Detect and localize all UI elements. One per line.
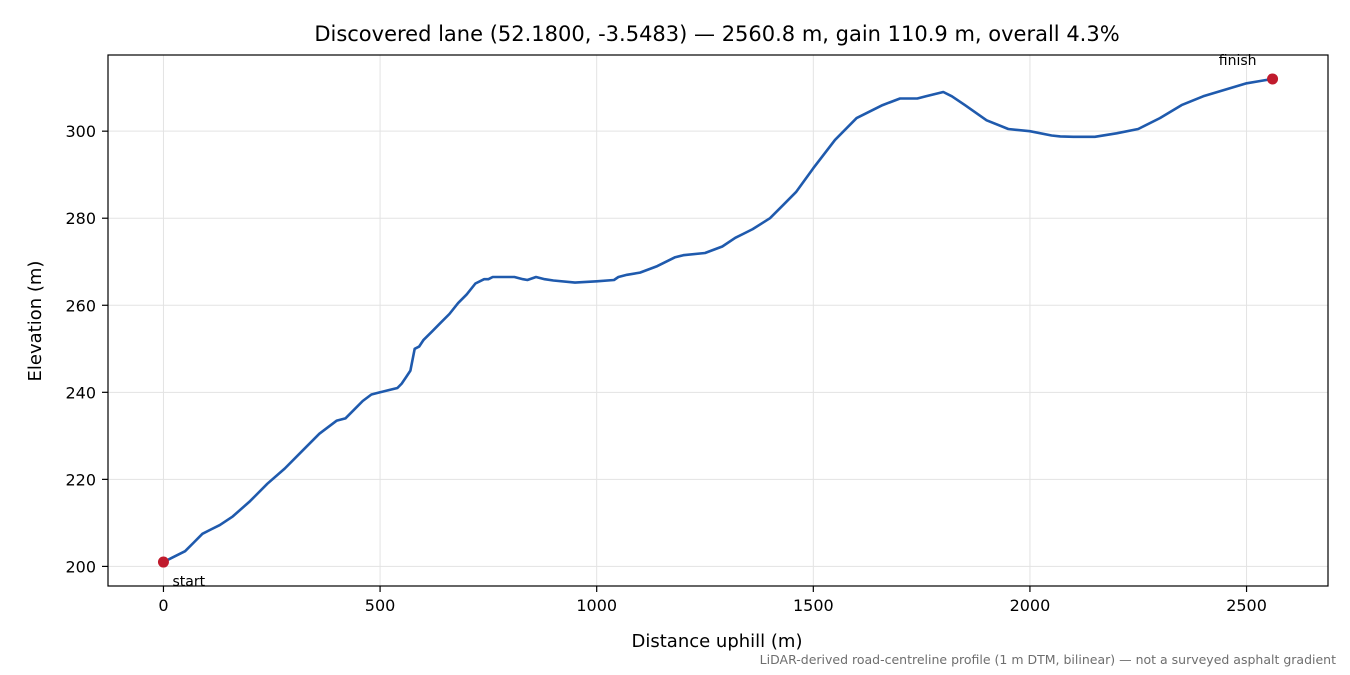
x-tick-label: 500 <box>365 596 396 615</box>
x-tick-label: 2000 <box>1010 596 1051 615</box>
start-marker <box>157 556 169 568</box>
start-label: start <box>172 574 205 590</box>
elevation-line <box>162 77 1274 564</box>
y-tick-label: 280 <box>65 209 96 228</box>
y-tick-label: 300 <box>65 122 96 141</box>
x-tick-label: 0 <box>158 596 168 615</box>
y-tick-label: 220 <box>65 470 96 489</box>
x-tick-label: 1500 <box>793 596 834 615</box>
chart-title: Discovered lane (52.1800, -3.5483) — 256… <box>314 22 1119 46</box>
x-axis-label: Distance uphill (m) <box>632 631 803 652</box>
footnote: LiDAR-derived road-centreline profile (1… <box>760 652 1336 667</box>
grid-lines <box>108 55 1328 586</box>
finish-label: finish <box>1219 53 1257 69</box>
axis-ticks: 0 500 1000 1500 2000 2500 200 220 240 260 280 300 <box>65 122 1266 615</box>
series-group <box>162 77 1274 564</box>
x-tick-label: 1000 <box>576 596 617 615</box>
x-tick-label: 2500 <box>1226 596 1267 615</box>
y-axis-label: Elevation (m) <box>25 261 46 382</box>
y-tick-label: 260 <box>65 296 96 315</box>
y-tick-label: 200 <box>65 557 96 576</box>
y-tick-label: 240 <box>65 383 96 402</box>
plot-frame <box>107 54 1329 587</box>
finish-marker <box>1267 73 1279 85</box>
